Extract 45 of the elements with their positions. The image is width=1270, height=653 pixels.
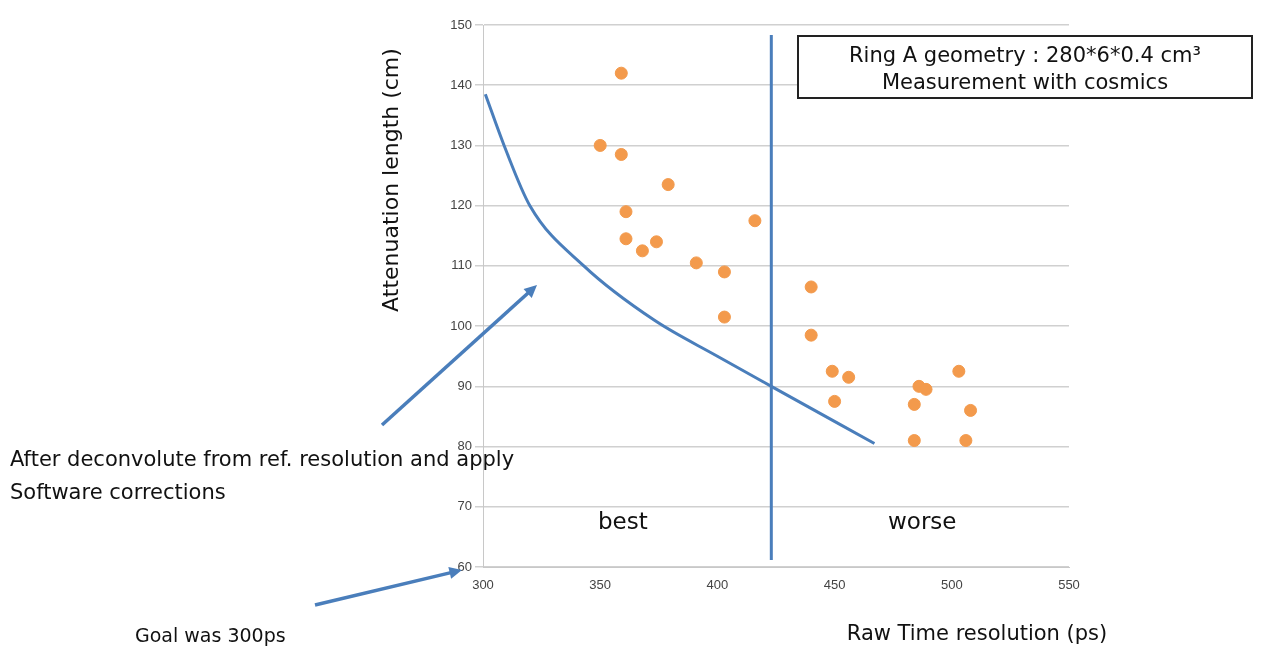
point (635, 244, 649, 258)
point (649, 235, 663, 249)
x-tick-label: 550 (1058, 577, 1080, 593)
x-tick-label: 400 (706, 577, 729, 593)
x-tick-label: 350 (589, 577, 612, 593)
point (919, 382, 933, 396)
annotation: Measurement with cosmics (880, 70, 1170, 94)
x-tick-label: 450 (823, 577, 846, 593)
point (614, 147, 628, 161)
y-tick-label: 150 (450, 16, 472, 32)
point (825, 364, 839, 378)
point (748, 214, 762, 228)
point (717, 265, 731, 279)
point (828, 394, 842, 408)
annotation: worse (888, 508, 957, 534)
x-axis-title: Raw Time resolution (ps) (846, 621, 1108, 646)
point (619, 205, 633, 219)
point (661, 178, 675, 192)
y-tick-label: 120 (450, 197, 472, 213)
point (614, 66, 628, 80)
point (619, 232, 633, 246)
point (907, 397, 921, 411)
y-axis-title: Attenuation length (cm) (377, 48, 403, 312)
point (804, 280, 818, 294)
y-tick-label: 140 (450, 76, 472, 92)
annotation: Ring A geometry : 280*6*0.4 cm³ (848, 43, 1202, 67)
point (959, 434, 973, 448)
point (593, 138, 607, 152)
point (964, 403, 978, 417)
point (689, 256, 703, 270)
point (717, 310, 731, 324)
x-tick-label: 300 (472, 577, 494, 593)
y-tick-label: 130 (450, 137, 472, 153)
point (842, 370, 856, 384)
text: Goal was 300ps (135, 624, 286, 646)
y-tick-label: 110 (451, 257, 472, 273)
x-tick-label: 500 (940, 577, 963, 593)
y-tick-label: 90 (457, 377, 472, 393)
y-tick-label: 80 (457, 438, 472, 454)
point (907, 434, 921, 448)
point (804, 328, 818, 342)
point (952, 364, 966, 378)
y-tick-label: 100 (450, 317, 472, 333)
annotation: best (598, 508, 648, 534)
y-tick-label: 60 (457, 558, 472, 574)
